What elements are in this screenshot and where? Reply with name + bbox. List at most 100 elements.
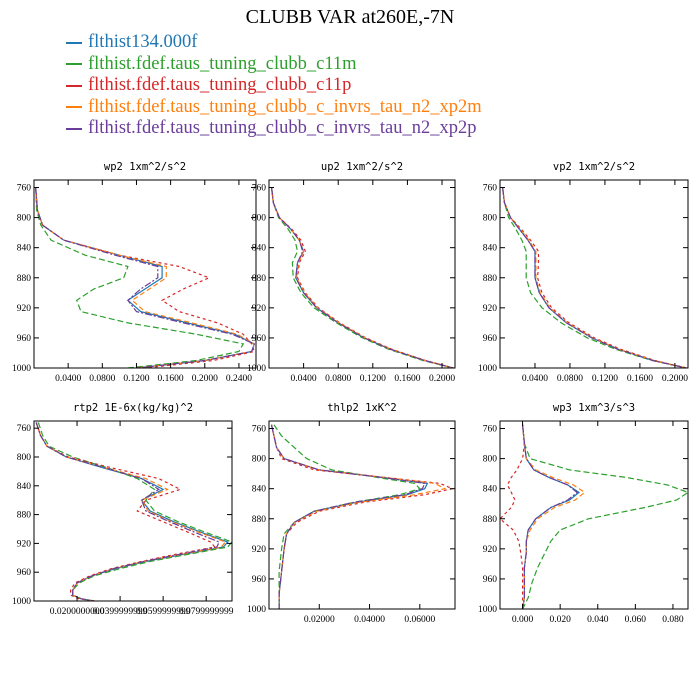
y-tick-label: 920 <box>483 304 498 314</box>
y-tick-label: 800 <box>17 214 32 224</box>
series-line <box>271 187 454 368</box>
legend-label: flthist.fdef.taus_tuning_clubb_c_invrs_t… <box>88 96 482 117</box>
legend-swatch <box>66 63 82 66</box>
panel-title: thlp2 1xK^2 <box>327 402 397 414</box>
y-tick-label: 960 <box>252 334 267 344</box>
y-tick-label: 760 <box>483 184 498 194</box>
series-line <box>271 187 454 368</box>
panel-title: vp2 1xm^2/s^2 <box>553 161 635 173</box>
y-tick-label: 960 <box>17 568 32 578</box>
y-tick-label: 760 <box>252 425 267 435</box>
y-tick-label: 760 <box>483 425 498 435</box>
x-tick-label: 0.0399999999 <box>93 607 148 617</box>
x-tick-label: 0.1200 <box>592 374 618 384</box>
y-tick-label: 840 <box>17 244 32 254</box>
figure-title: CLUBB VAR at260E,-7N <box>245 6 455 28</box>
x-tick-label: 0.0800 <box>89 374 115 384</box>
y-tick-label: 800 <box>252 455 267 465</box>
x-tick-label: 0.040 <box>587 615 609 625</box>
series-line <box>271 187 454 368</box>
series-line <box>35 422 227 601</box>
legend-swatch <box>66 106 82 109</box>
legend-entry: flthist.fdef.taus_tuning_clubb_c11p <box>66 75 482 97</box>
legend-label: flthist.fdef.taus_tuning_clubb_c_invrs_t… <box>88 118 477 138</box>
x-tick-label: 0.2000 <box>662 374 688 384</box>
x-tick-label: 0.0599999999 <box>136 607 191 617</box>
panel-6: wp3 1xm^3/s^3 760 800 840 880 920 960 1000 0.000… <box>478 402 689 625</box>
series-line <box>35 422 229 601</box>
y-tick-label: 1000 <box>12 364 31 374</box>
x-tick-label: 0.1200 <box>360 374 386 384</box>
series-line <box>35 187 256 368</box>
x-tick-label: 0.1600 <box>394 374 420 384</box>
y-tick-label: 960 <box>252 575 267 585</box>
x-tick-label: 0.0200000000 <box>50 607 105 617</box>
plot-frame <box>33 420 233 602</box>
legend: flthist134.000f flthist.fdef.taus_tuning… <box>66 32 482 140</box>
x-tick-label: 0.0800 <box>557 374 583 384</box>
series-line <box>270 424 426 609</box>
y-tick-label: 880 <box>17 511 32 521</box>
y-tick-label: 1000 <box>247 364 266 374</box>
x-tick-label: 0.2000 <box>429 374 455 384</box>
series-line <box>35 187 256 368</box>
panel-title: up2 1xm^2/s^2 <box>321 161 403 173</box>
series-line <box>522 424 581 609</box>
legend-swatch <box>66 127 82 130</box>
y-tick-label: 920 <box>17 304 32 314</box>
legend-swatch <box>66 41 82 44</box>
x-tick-label: 0.2000 <box>192 374 218 384</box>
y-tick-label: 880 <box>483 274 498 284</box>
series-line <box>35 187 256 368</box>
series-line <box>522 424 688 609</box>
x-tick-label: 0.04000 <box>354 615 385 625</box>
x-tick-label: 0.0799999999 <box>179 607 234 617</box>
y-tick-label: 800 <box>483 455 498 465</box>
series-line <box>271 187 454 368</box>
legend-entry: flthist134.000f <box>66 32 482 54</box>
y-tick-label: 920 <box>483 545 498 555</box>
y-tick-label: 960 <box>483 334 498 344</box>
y-tick-label: 960 <box>483 575 498 585</box>
x-tick-label: 0.0400 <box>291 374 317 384</box>
series-line <box>273 424 421 609</box>
x-tick-label: 0.0400 <box>55 374 81 384</box>
y-tick-label: 1000 <box>12 597 31 607</box>
panel-title: wp2 1xm^2/s^2 <box>104 161 186 173</box>
plot-frame <box>268 420 456 610</box>
series-line <box>522 424 586 609</box>
legend-swatch <box>66 84 82 87</box>
panel-title: rtp2 1E-6x(kg/kg)^2 <box>73 402 193 414</box>
y-tick-label: 840 <box>483 485 498 495</box>
plot-frame <box>499 420 689 610</box>
x-tick-label: 0.1600 <box>158 374 184 384</box>
x-tick-label: 0.2400 <box>226 374 252 384</box>
series-line <box>270 424 429 609</box>
x-tick-label: 0.080 <box>662 615 684 625</box>
y-tick-label: 1000 <box>478 364 497 374</box>
y-tick-label: 760 <box>17 184 32 194</box>
series-line <box>35 187 245 368</box>
x-tick-label: 0.0800 <box>325 374 351 384</box>
x-tick-label: 0.02000 <box>304 615 335 625</box>
x-tick-label: 0.020 <box>549 615 571 625</box>
panel-3: vp2 1xm^2/s^2 760 800 840 880 920 960 1000 0.040… <box>478 161 689 384</box>
x-tick-label: 0.0400 <box>522 374 548 384</box>
y-tick-label: 840 <box>252 485 267 495</box>
y-tick-label: 1000 <box>247 605 266 615</box>
series-line <box>271 187 454 368</box>
legend-entry: flthist.fdef.taus_tuning_clubb_c11m <box>66 54 482 76</box>
y-tick-label: 760 <box>252 184 267 194</box>
plot-frame <box>33 179 257 369</box>
series-line <box>35 422 220 601</box>
series-line <box>270 424 447 609</box>
series-line <box>502 187 687 368</box>
y-tick-label: 920 <box>252 545 267 555</box>
panel-1: wp2 1xm^2/s^2 760 800 840 880 920 960 1000 0.040… <box>12 161 257 384</box>
panel-2: up2 1xm^2/s^2 760 800 840 880 920 960 1000 0.040… <box>247 161 456 384</box>
y-tick-label: 960 <box>17 334 32 344</box>
x-tick-label: 0.000 <box>512 615 534 625</box>
legend-label: flthist.fdef.taus_tuning_clubb_c11p <box>88 75 352 95</box>
y-tick-label: 880 <box>17 274 32 284</box>
